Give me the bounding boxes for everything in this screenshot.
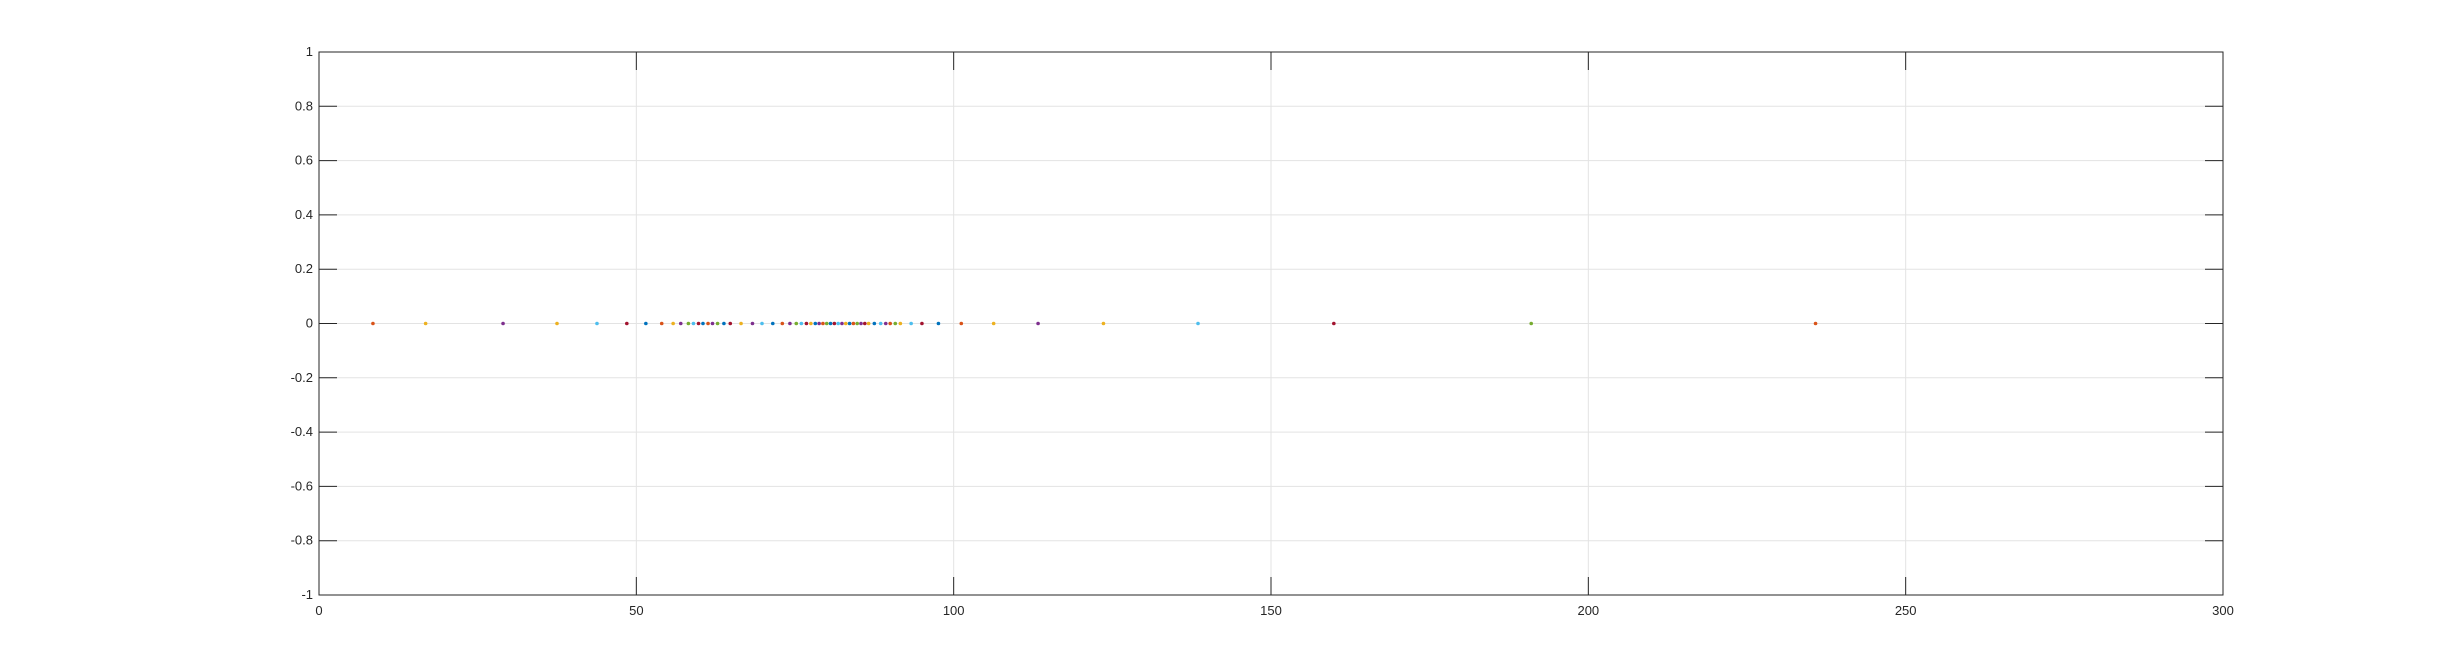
data-point (659, 321, 664, 326)
data-points (371, 321, 1818, 326)
data-point (701, 321, 705, 326)
data-point (836, 321, 840, 326)
data-point (760, 321, 764, 326)
data-point (804, 321, 809, 326)
data-point (813, 321, 818, 326)
data-point (883, 321, 888, 326)
grid-lines (319, 52, 2223, 595)
data-point (824, 321, 829, 326)
x-tick-label: 150 (1260, 603, 1282, 618)
data-point (1332, 321, 1336, 326)
data-point (866, 321, 871, 326)
data-point (888, 321, 892, 326)
data-point (817, 321, 821, 326)
data-point (909, 321, 913, 326)
x-tick-label: 100 (943, 603, 965, 618)
data-point (821, 321, 825, 326)
data-point (696, 321, 701, 326)
data-point (710, 321, 715, 326)
y-tick-label: 1 (306, 44, 313, 59)
data-point (671, 321, 675, 326)
data-point (794, 321, 799, 326)
y-tick-label: 0.6 (295, 153, 313, 168)
data-point (371, 321, 375, 326)
data-point (728, 321, 733, 326)
data-point (893, 321, 898, 326)
data-point (780, 321, 785, 326)
y-tick-labels: 1 0.8 0.6 0.4 0.2 0 -0.2 -0.4 -0.6 -0.8 -1 (291, 44, 313, 602)
y-tick-label: 0.4 (295, 207, 313, 222)
data-point (920, 321, 924, 326)
x-tick-label: 50 (629, 603, 643, 618)
data-point (936, 321, 941, 326)
data-point (691, 321, 696, 326)
data-point (788, 321, 792, 326)
data-point (840, 321, 844, 326)
y-tick-label: -1 (301, 587, 313, 602)
x-tick-label: 200 (1577, 603, 1599, 618)
y-tick-label: -0.4 (291, 424, 313, 439)
data-point (678, 321, 683, 326)
data-point (799, 321, 804, 326)
data-point (739, 321, 743, 326)
data-point (644, 321, 648, 326)
data-point (859, 321, 863, 326)
data-point (1813, 321, 1818, 326)
data-point (423, 321, 428, 326)
x-tick-labels: 0 50 100 150 200 250 300 (315, 603, 2233, 618)
data-point (991, 321, 996, 326)
data-point (706, 321, 710, 326)
data-point (843, 321, 848, 326)
data-point (1101, 321, 1106, 326)
data-point (501, 321, 505, 326)
axes-box (318, 51, 2224, 596)
data-point (855, 321, 859, 326)
data-point (832, 321, 837, 326)
data-point (847, 321, 852, 326)
data-point (828, 321, 833, 326)
y-tick-label: -0.2 (291, 370, 313, 385)
data-point (1196, 321, 1200, 326)
x-tick-label: 0 (315, 603, 322, 618)
data-point (898, 321, 903, 326)
y-tick-label: -0.8 (291, 533, 313, 548)
data-point (770, 321, 775, 326)
data-point (1036, 321, 1040, 326)
data-point (686, 321, 691, 326)
data-point (872, 321, 877, 326)
data-point (555, 321, 559, 326)
data-point (722, 321, 726, 326)
data-point (595, 321, 599, 326)
y-tick-label: 0 (306, 316, 313, 331)
x-tick-label: 250 (1895, 603, 1917, 618)
y-tick-label: 0.8 (295, 98, 313, 113)
y-tick-label: -0.6 (291, 478, 313, 493)
data-point (878, 321, 883, 326)
data-point (625, 321, 629, 326)
y-tick-label: 0.2 (295, 261, 313, 276)
data-point (959, 321, 964, 326)
data-point (715, 321, 720, 326)
data-point (1529, 321, 1534, 326)
data-point (809, 321, 813, 326)
data-point (851, 321, 856, 326)
x-tick-label: 300 (2212, 603, 2234, 618)
data-point (863, 321, 867, 326)
data-point (750, 321, 755, 326)
